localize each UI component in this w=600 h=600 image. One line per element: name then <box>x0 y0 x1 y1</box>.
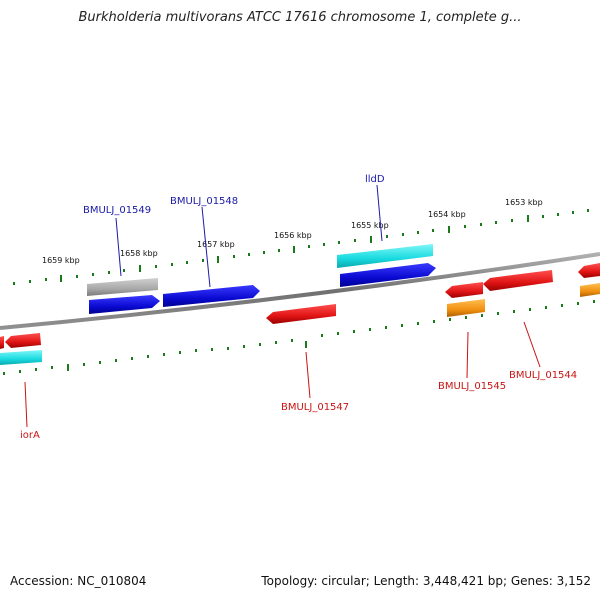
cds-iora-red-left[interactable] <box>0 336 4 349</box>
cds-bmulj-01545-red[interactable] <box>445 282 483 298</box>
cds-lldd-cyan[interactable] <box>337 244 433 268</box>
cds-bmulj-01549-gray[interactable] <box>87 278 158 296</box>
tick-label-1655: 1655 kbp <box>351 221 389 230</box>
cds-right-edge-red[interactable] <box>578 263 600 278</box>
leader-lines <box>24 184 541 428</box>
outer-tick-ring <box>13 209 589 285</box>
cds-bmulj-01547[interactable] <box>266 304 336 324</box>
inner-tick-ring <box>3 300 595 375</box>
cds-bmulj-01544[interactable] <box>483 270 553 291</box>
gene-label-bmulj-01547[interactable]: BMULJ_01547 <box>281 402 349 413</box>
cds-right-edge-orange[interactable] <box>580 283 600 297</box>
tick-label-1657: 1657 kbp <box>197 240 235 249</box>
tick-label-1659: 1659 kbp <box>42 256 80 265</box>
cds-lldd-blue[interactable] <box>340 263 436 287</box>
gene-label-bmulj-01545[interactable]: BMULJ_01545 <box>438 381 506 392</box>
tick-label-1656: 1656 kbp <box>274 231 312 240</box>
cds-bmulj-01548[interactable] <box>163 285 260 307</box>
map-title: Burkholderia multivorans ATCC 17616 chro… <box>78 10 522 25</box>
cds-iora-cyan[interactable] <box>0 350 42 365</box>
tick-label-1654: 1654 kbp <box>428 210 466 219</box>
cds-iora-red[interactable] <box>5 333 41 348</box>
tick-label-1658: 1658 kbp <box>120 249 158 258</box>
tick-label-1653: 1653 kbp <box>505 198 543 207</box>
gene-label-bmulj-01548[interactable]: BMULJ_01548 <box>170 196 238 207</box>
cds-bmulj-01549-blue[interactable] <box>89 295 160 314</box>
cds-bmulj-01545-orange[interactable] <box>447 299 485 317</box>
accession-text: Accession: NC_010804 <box>10 574 147 588</box>
gene-label-bmulj-01544[interactable]: BMULJ_01544 <box>509 370 577 381</box>
gene-label-lldd[interactable]: lldD <box>365 174 385 185</box>
chromosome-backbone <box>0 252 600 330</box>
genome-summary-text: Topology: circular; Length: 3,448,421 bp… <box>261 574 591 588</box>
gene-label-iora[interactable]: iorA <box>20 430 40 441</box>
gene-label-bmulj-01549[interactable]: BMULJ_01549 <box>83 205 151 216</box>
